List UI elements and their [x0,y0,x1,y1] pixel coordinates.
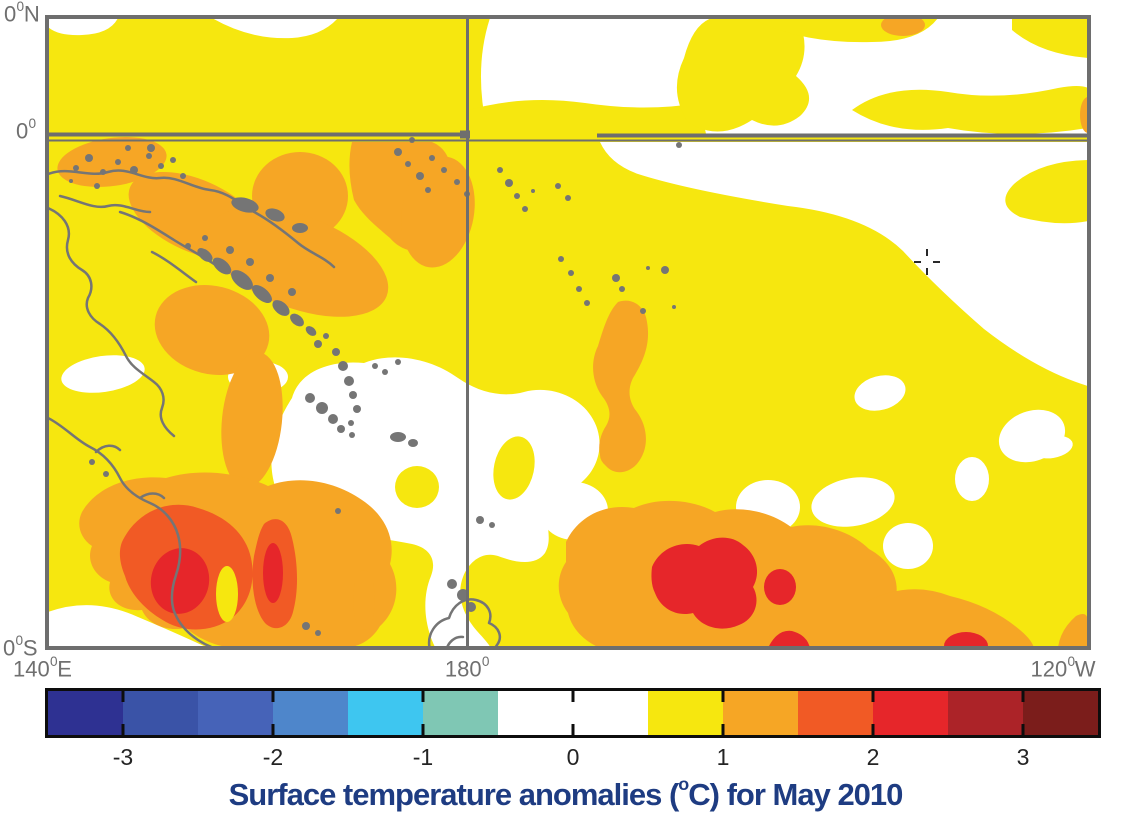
yellow-mushroom [676,19,809,132]
lon-east-value: 120 [1030,656,1068,682]
degree-mark: 0 [16,0,25,14]
colorbar-tick-label: 2 [866,744,880,770]
yellow-right-blob [1005,160,1087,224]
yellow-arm [462,100,706,134]
lon-label-west: 1400E [13,653,72,682]
colorbar-tick-label: -1 [412,744,434,770]
degree-mark: 0 [28,115,37,131]
colorbar-tick-label: 3 [1016,744,1030,770]
colorbar-segment [573,691,648,735]
yellow-hole [493,436,535,500]
neutral-patch [955,457,989,501]
orange-corner [1058,614,1087,646]
neutral-central-blob [271,357,600,646]
yellow-hole [395,466,439,508]
colorbar-segment [123,691,198,735]
map-title: Surface temperature anomalies (oC) for M… [0,774,1131,813]
lat-north-hemisphere: N [23,1,40,27]
colorbar-segment [948,691,1023,735]
degree-mark: 0 [481,653,490,669]
neutral-bottom-left [49,605,204,646]
neutral-top-left [49,19,118,36]
orange-strip-dateline [593,300,649,473]
colorbar-segment [48,691,123,735]
colorbar-segment [798,691,873,735]
colorbar [45,688,1101,738]
colorbar-segment [348,691,423,735]
colorbar-segment [198,691,273,735]
lat-north-value: 0 [4,1,17,27]
orange-edge-sliver [1080,97,1087,133]
neutral-patch [1031,435,1073,459]
red-southeast-bump [944,632,988,646]
colorbar-segment [873,691,948,735]
colorbar-segment [423,691,498,735]
colorbar-segment [648,691,723,735]
coastline-new-guinea-south [49,207,176,438]
yellow-slit [216,566,238,622]
title-degree-mark: o [678,774,689,795]
orange-neck [221,352,283,488]
orange-sliver [353,570,375,630]
colorbar-tick-label: -3 [112,744,134,770]
lon-west-value: 140 [13,656,50,682]
degree-mark: 0 [1067,653,1076,669]
neutral-patch [854,375,906,411]
colorbar-tick-label: 1 [716,744,730,770]
colorbar-segment [1023,691,1098,735]
red-coral-sea-core [150,548,210,614]
degree-mark: 0 [15,632,24,648]
lon-dateline-value: 180 [444,656,482,682]
coastline-new-zealand [427,598,501,646]
lon-label-dateline: 1800 [444,653,490,682]
lat-south-hemisphere: S [22,635,38,661]
orange-top-dot [881,19,925,36]
colorbar-tick-label: -2 [262,744,284,770]
coastline-new-guinea-inner [58,194,152,214]
neutral-patch [811,477,895,527]
colorbar-segment [498,691,573,735]
neutral-patch [61,355,145,393]
lon-east-hemisphere: W [1074,656,1096,682]
red-dot [764,569,796,605]
colorbar-tick-labels: -3 -2 -1 0 1 2 3 [0,744,1131,772]
colorbar-tick-label: 0 [566,744,580,770]
neutral-east-wedge [600,142,1087,386]
coastlines [49,169,501,646]
crosshair-cursor [914,249,940,275]
lat-label-north: 00N [4,0,40,27]
yellow-right-arm [852,86,1087,134]
yellow-corner [1012,19,1087,58]
lat-south-value: 0 [3,635,16,661]
lat-label-south: 00S [3,632,38,661]
gridlines [49,19,1087,646]
orange-png-lobe [154,285,270,375]
colorbar-segment [723,691,798,735]
yellow-tongues [395,19,1087,508]
red-south-central-core [651,537,758,629]
colorbar-segment [273,691,348,735]
map-canvas [45,15,1091,650]
gridline-junction [460,130,470,139]
lon-label-east: 1200W [1030,653,1096,682]
coastline-australia [49,417,213,646]
title-prefix: Surface temperature anomalies ( [228,777,680,812]
lon-west-hemisphere: E [57,656,72,682]
red-bottom-bump [769,630,810,646]
neutral-top-left-2 [213,19,338,39]
red-teardrop-core [263,543,283,603]
orange-southeast-band [866,589,1034,646]
coastline-australia-inner [94,444,166,500]
coastline-new-guinea-north [49,169,336,269]
island-dots [69,137,682,636]
title-suffix: C) for May 2010 [688,777,903,812]
map-border [45,15,1091,650]
neutral-patch [883,523,933,569]
lat-equator-value: 0 [16,118,29,144]
anomaly-red-regions [150,537,988,646]
lat-label-equator: 00 [16,115,37,144]
degree-mark: 0 [49,653,58,669]
